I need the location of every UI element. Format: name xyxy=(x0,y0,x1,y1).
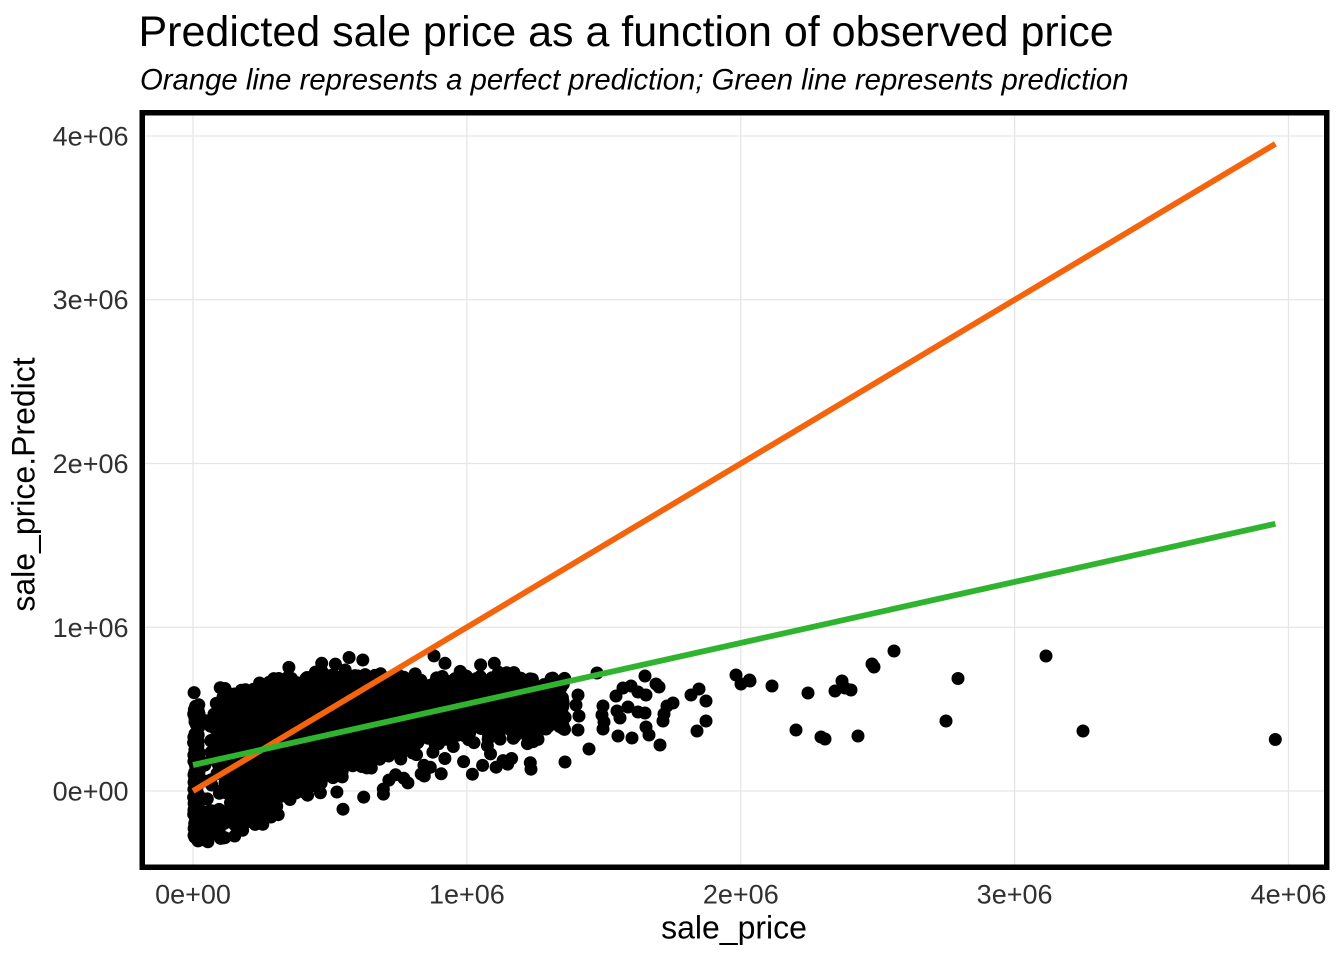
svg-text:0e+00: 0e+00 xyxy=(155,880,231,910)
svg-text:Orange line represents a perfe: Orange line represents a perfect predict… xyxy=(140,64,1129,97)
svg-text:4e+06: 4e+06 xyxy=(1251,880,1327,910)
svg-text:0e+00: 0e+00 xyxy=(53,777,129,807)
svg-text:3e+06: 3e+06 xyxy=(977,880,1053,910)
svg-text:4e+06: 4e+06 xyxy=(53,122,129,152)
svg-text:1e+06: 1e+06 xyxy=(53,613,129,643)
svg-text:sale_price.Predict: sale_price.Predict xyxy=(5,357,41,611)
svg-text:3e+06: 3e+06 xyxy=(53,285,129,315)
svg-text:1e+06: 1e+06 xyxy=(429,880,505,910)
svg-text:2e+06: 2e+06 xyxy=(53,449,129,479)
svg-text:2e+06: 2e+06 xyxy=(703,880,779,910)
svg-text:sale_price: sale_price xyxy=(661,909,807,945)
svg-text:Predicted sale price as a func: Predicted sale price as a function of ob… xyxy=(139,8,1114,56)
